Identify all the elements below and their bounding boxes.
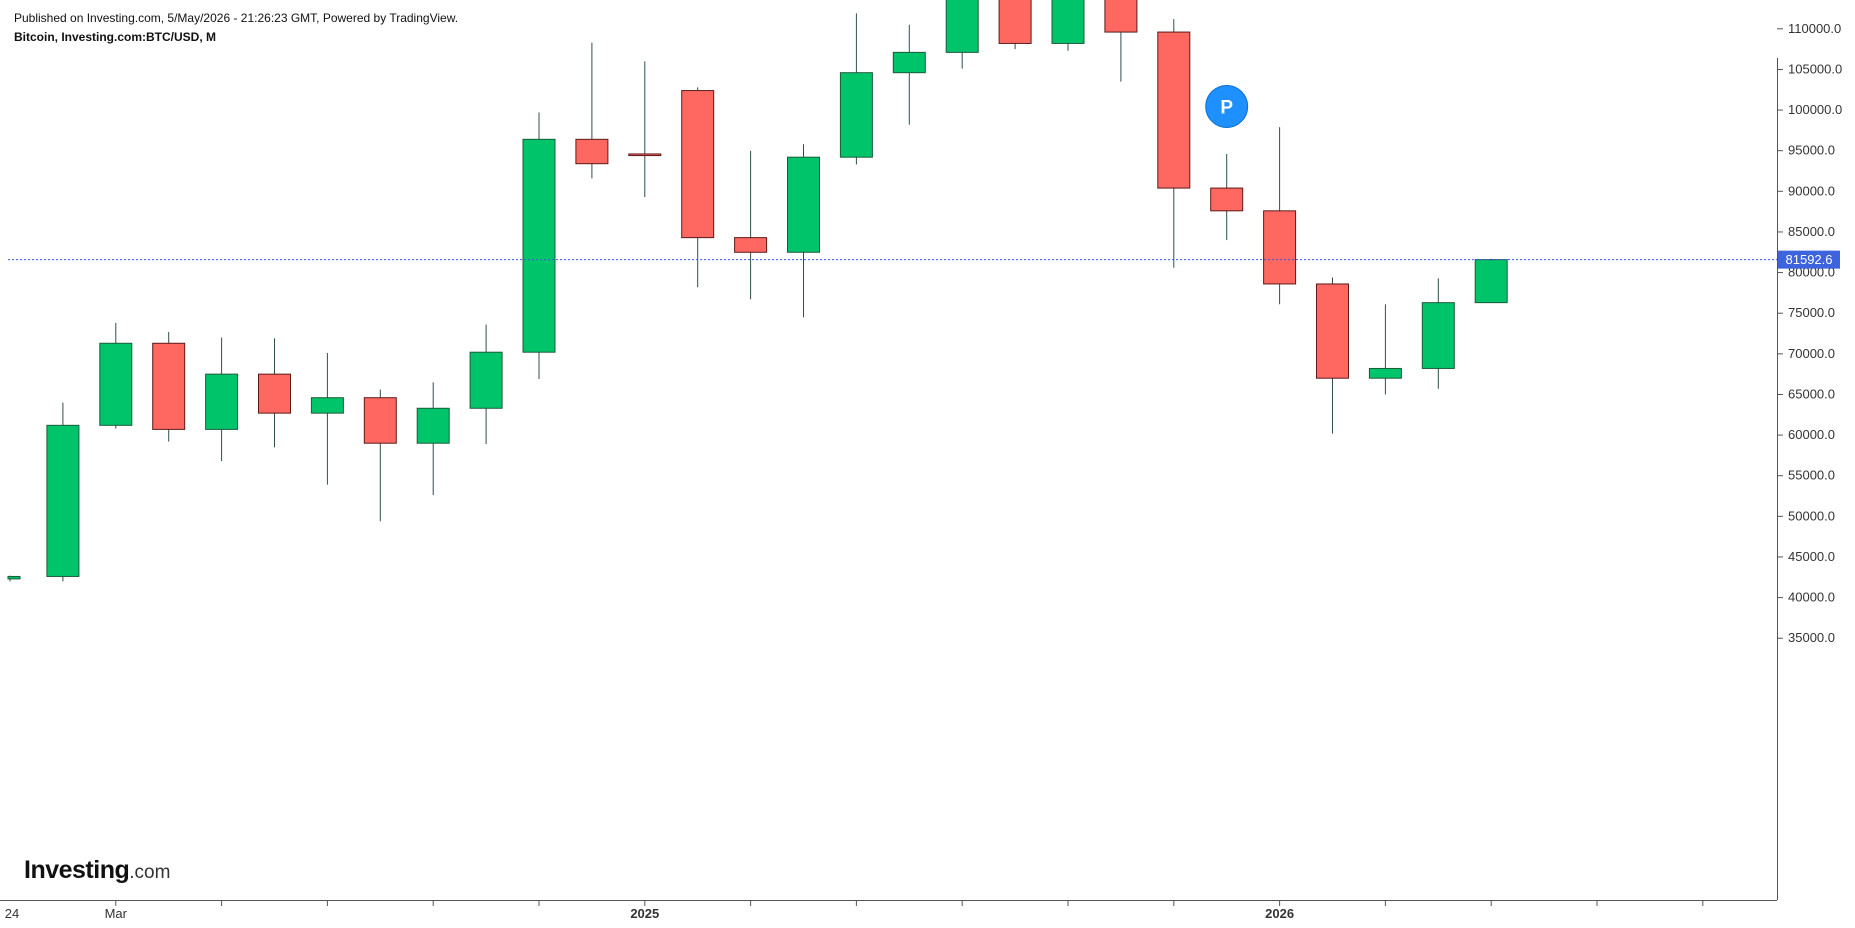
candle-body [892, 51, 926, 74]
candle-body [1051, 0, 1085, 44]
candle-body [99, 342, 133, 426]
y-tick-label: 75000.0 [1788, 305, 1835, 320]
candle-body [998, 0, 1032, 44]
candle-body [7, 575, 21, 580]
candle-body [1104, 0, 1138, 33]
y-tick-label: 95000.0 [1788, 143, 1835, 158]
candle-body [575, 138, 609, 165]
y-tick-label: 60000.0 [1788, 427, 1835, 442]
candle-2026-04[interactable] [1421, 278, 1455, 389]
y-tick-label: 90000.0 [1788, 183, 1835, 198]
candle-2025-11[interactable] [1157, 19, 1191, 268]
candle-2025-05[interactable] [839, 13, 873, 165]
candle-2025-03[interactable] [734, 150, 768, 300]
candle-body [310, 397, 344, 414]
candle-2024-06[interactable] [258, 338, 291, 448]
candle-body [1316, 283, 1349, 379]
candle-2025-09[interactable] [1051, 0, 1085, 51]
investing-logo: Investing.com [24, 856, 170, 885]
candle-2025-10[interactable] [1104, 0, 1138, 82]
candle-2025-06[interactable] [892, 24, 926, 125]
published-text: Published on Investing.com, 5/May/2026 -… [14, 11, 459, 25]
y-tick-label: 70000.0 [1788, 346, 1835, 361]
candle-body [734, 237, 768, 253]
candle-body [628, 153, 662, 157]
candle-2025-08[interactable] [998, 0, 1032, 50]
candle-body [522, 138, 556, 353]
x-tick-label: 2025 [630, 906, 659, 921]
y-tick-label: 50000.0 [1788, 508, 1835, 523]
y-tick-label: 65000.0 [1788, 386, 1835, 401]
p-marker-label: P [1220, 97, 1233, 118]
y-tick-label: 40000.0 [1788, 590, 1835, 605]
candle-body [1474, 259, 1508, 304]
candle-2024-03[interactable] [99, 322, 133, 429]
candle-body [469, 351, 503, 409]
candle-body [363, 397, 397, 444]
candle-body [152, 342, 186, 430]
p-marker[interactable] [1205, 84, 1249, 128]
candle-body [416, 407, 450, 444]
candle-2024-02[interactable] [46, 402, 80, 582]
y-tick-label: 85000.0 [1788, 224, 1835, 239]
candle-2024-11[interactable] [522, 112, 556, 380]
y-tick-label: 35000.0 [1788, 630, 1835, 645]
y-tick-label: 110000.0 [1788, 21, 1841, 36]
candle-body [787, 156, 820, 253]
candle-2024-12[interactable] [575, 42, 609, 179]
candle-2024-09[interactable] [416, 382, 450, 496]
candle-body [1421, 302, 1455, 369]
candle-2025-02[interactable] [681, 87, 715, 288]
candle-body [46, 424, 80, 577]
chart-header: Published on Investing.com, 5/May/2026 -… [14, 9, 458, 47]
candle-body [1210, 187, 1244, 212]
candle-2026-03[interactable] [1368, 304, 1402, 395]
x-tick-label: 24 [5, 906, 19, 921]
candle-body [1368, 367, 1402, 379]
y-tick-label: 105000.0 [1788, 61, 1842, 76]
candle-2025-12[interactable] [1210, 153, 1244, 241]
candle-body [839, 72, 873, 158]
candle-2025-07[interactable] [945, 0, 979, 69]
last-price-badge [1778, 250, 1840, 269]
logo-brand: Investing [24, 856, 130, 884]
last-price-label: 81592.6 [1786, 252, 1833, 267]
candle-2025-01[interactable] [628, 61, 662, 198]
candle-2026-02[interactable] [1316, 277, 1349, 434]
candle-body [945, 0, 979, 53]
candle-2024-07[interactable] [310, 353, 344, 485]
candle-2024-08[interactable] [363, 389, 397, 522]
symbol-title: Bitcoin, Investing.com:BTC/USD, M [14, 30, 217, 44]
candle-2026-01[interactable] [1263, 127, 1297, 305]
candle-2026-05[interactable] [1474, 258, 1508, 304]
y-tick-label: 45000.0 [1788, 549, 1835, 564]
candle-body [205, 373, 239, 430]
x-tick-label: 2026 [1265, 906, 1294, 921]
y-tick-label: 100000.0 [1788, 102, 1842, 117]
candle-2024-01[interactable] [7, 575, 21, 582]
candle-body [258, 373, 291, 414]
candle-2024-05[interactable] [205, 337, 239, 462]
candle-2024-04[interactable] [152, 331, 186, 442]
candle-body [1263, 210, 1297, 285]
logo-suffix: .com [129, 862, 171, 883]
candle-2024-10[interactable] [469, 324, 503, 445]
candle-2025-04[interactable] [787, 144, 820, 318]
candle-body [1157, 31, 1191, 189]
x-tick-label: Mar [105, 906, 128, 921]
candle-body [681, 90, 715, 239]
y-tick-label: 55000.0 [1788, 468, 1835, 483]
